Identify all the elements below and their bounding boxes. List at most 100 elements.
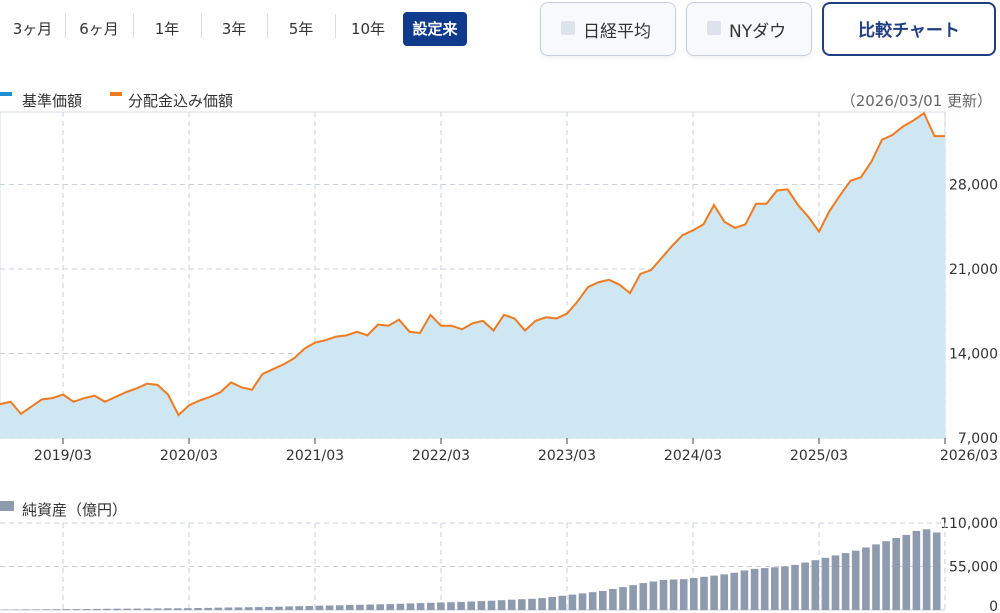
net-assets-bar bbox=[619, 587, 627, 610]
net-assets-bar bbox=[406, 603, 415, 610]
net-assets-bar bbox=[437, 602, 445, 610]
net-assets-bar bbox=[447, 602, 455, 610]
net-assets-bar bbox=[386, 604, 395, 610]
net-assets-bar bbox=[730, 572, 739, 610]
net-assets-bar bbox=[558, 595, 567, 610]
net-assets-bar bbox=[396, 603, 405, 610]
net-assets-bar bbox=[841, 553, 850, 610]
net-assets-bar bbox=[669, 579, 678, 610]
net-assets-bar bbox=[892, 538, 900, 610]
tab-separator bbox=[267, 14, 268, 38]
net-assets-bar bbox=[851, 550, 860, 610]
net-assets-bar bbox=[174, 608, 182, 610]
compare-chart-button[interactable]: 比較チャート bbox=[822, 2, 996, 56]
net-assets-bar bbox=[568, 594, 577, 610]
net-assets-bar bbox=[265, 606, 273, 610]
net-assets-bar bbox=[831, 555, 840, 610]
checkbox-icon bbox=[561, 21, 575, 35]
x-tick-label: 2021/03 bbox=[286, 448, 344, 464]
net-assets-bar bbox=[255, 607, 263, 610]
net-assets-bar bbox=[356, 604, 364, 610]
net-assets-bar bbox=[295, 606, 303, 610]
net-assets-bar bbox=[72, 609, 81, 610]
total-return-swatch bbox=[110, 92, 122, 96]
tab-separator bbox=[65, 14, 66, 38]
net-assets-bar bbox=[376, 604, 384, 610]
net-assets-bar bbox=[862, 547, 870, 610]
tab-10-years[interactable]: 10年 bbox=[335, 10, 401, 48]
net-assets-bar bbox=[548, 597, 556, 610]
net-assets-bar bbox=[285, 606, 293, 610]
x-tick-label: 2026/03 bbox=[940, 448, 998, 464]
bar-y-tick-label: 0 bbox=[989, 599, 998, 613]
y-tick-label: 14,000 bbox=[949, 346, 998, 362]
x-tick-label: 2023/03 bbox=[538, 448, 596, 464]
net-assets-bar bbox=[487, 600, 496, 610]
tab-separator bbox=[133, 14, 134, 38]
net-assets-bar bbox=[315, 605, 324, 610]
base-price-swatch bbox=[0, 92, 12, 96]
net-assets-bar bbox=[791, 564, 799, 610]
tab-separator bbox=[201, 14, 202, 38]
tab-3-years[interactable]: 3年 bbox=[201, 10, 267, 48]
net-assets-bar bbox=[184, 608, 192, 610]
net-assets-bar bbox=[497, 600, 506, 610]
dow-compare-toggle[interactable]: NYダウ bbox=[686, 2, 812, 56]
net-assets-bar bbox=[872, 544, 880, 610]
net-assets-bar bbox=[93, 608, 101, 610]
net-assets-bar bbox=[305, 606, 314, 610]
net-assets-bar bbox=[143, 608, 152, 610]
net-assets-bar bbox=[922, 529, 931, 610]
net-assets-bar bbox=[366, 604, 374, 610]
x-tick-label: 2024/03 bbox=[664, 448, 722, 464]
net-assets-bar bbox=[82, 609, 91, 610]
nikkei-label: 日経平均 bbox=[583, 22, 651, 42]
net-assets-bar bbox=[52, 609, 61, 610]
net-assets-bar bbox=[325, 605, 334, 610]
net-assets-bar bbox=[103, 608, 111, 610]
checkbox-icon bbox=[707, 21, 721, 35]
net-assets-bar bbox=[113, 608, 121, 610]
net-assets-bar bbox=[275, 606, 283, 610]
net-assets-bar bbox=[214, 607, 223, 610]
net-assets-bar bbox=[690, 578, 698, 610]
net-assets-bar bbox=[467, 601, 475, 610]
net-assets-bar bbox=[649, 581, 658, 610]
tab-1-year[interactable]: 1年 bbox=[133, 10, 201, 48]
net-assets-bar bbox=[760, 568, 769, 610]
tab-since-inception[interactable]: 設定来 bbox=[403, 12, 467, 46]
x-tick-label: 2022/03 bbox=[412, 448, 470, 464]
updated-date: （2026/03/01 更新） bbox=[840, 92, 992, 110]
net-assets-bar bbox=[427, 602, 435, 610]
legend-net-assets: 純資産（億円） bbox=[22, 501, 128, 519]
net-assets-bar bbox=[518, 599, 526, 610]
net-assets-swatch bbox=[0, 501, 14, 511]
net-assets-bar bbox=[609, 589, 617, 610]
net-assets-bar bbox=[821, 557, 830, 610]
legend-total-return: 分配金込み価額 bbox=[128, 92, 234, 110]
net-assets-bar bbox=[42, 609, 51, 610]
net-assets-bar bbox=[244, 607, 253, 610]
net-assets-bar bbox=[507, 599, 516, 610]
tab-5-years[interactable]: 5年 bbox=[267, 10, 335, 48]
net-assets-bar bbox=[912, 530, 921, 610]
net-assets-bar bbox=[781, 566, 789, 610]
net-assets-bar bbox=[801, 562, 809, 610]
net-assets-bar bbox=[12, 609, 20, 610]
net-assets-bar bbox=[771, 567, 779, 610]
net-assets-bar bbox=[32, 609, 40, 610]
net-assets-bar bbox=[750, 568, 759, 610]
bar-y-tick-label: 110,000 bbox=[940, 516, 998, 532]
legend-base-price: 基準価額 bbox=[22, 92, 83, 110]
net-assets-bar bbox=[204, 607, 212, 610]
nikkei-compare-toggle[interactable]: 日経平均 bbox=[540, 2, 676, 56]
net-assets-bar bbox=[538, 598, 546, 610]
net-assets-bar bbox=[659, 579, 668, 610]
tab-6-months[interactable]: 6ヶ月 bbox=[65, 10, 133, 48]
net-assets-bar bbox=[346, 605, 354, 610]
tab-3-months[interactable]: 3ヶ月 bbox=[12, 20, 53, 38]
x-tick-label: 2020/03 bbox=[160, 448, 218, 464]
net-assets-bar bbox=[639, 583, 648, 610]
x-tick-label: 2019/03 bbox=[34, 448, 92, 464]
